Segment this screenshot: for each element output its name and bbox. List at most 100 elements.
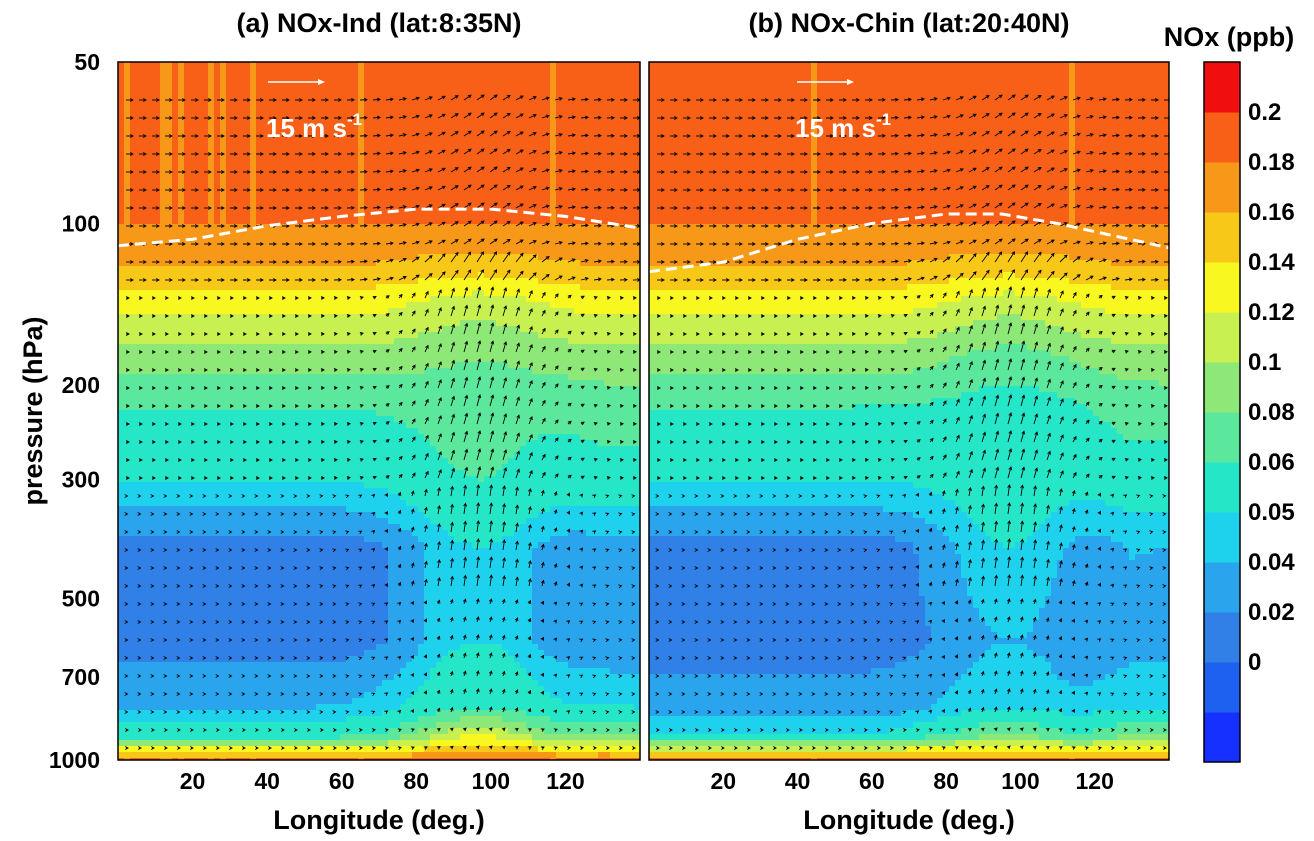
panel-a-contour-cell [586,392,593,399]
panel-a-contour-cell [328,326,335,333]
panel-a-contour-cell [460,338,467,345]
panel-a-contour-cell [436,302,443,309]
panel-a-contour-cell [202,86,209,93]
panel-a-contour-cell [466,374,473,381]
panel-a-contour-cell [430,152,437,159]
panel-a-contour-cell [226,86,233,93]
panel-a-contour-cell [286,74,293,81]
panel-a-contour-cell [496,374,503,381]
panel-a-contour-cell [358,122,365,129]
panel-a-contour-cell [628,368,635,375]
panel-a-contour-cell [154,236,161,243]
panel-a-contour-cell [334,194,341,201]
panel-a-contour-cell [196,158,203,165]
panel-a-contour-cell [274,218,281,225]
panel-a-contour-cell [520,224,527,231]
panel-a-contour-cell [448,116,455,123]
panel-a-contour-cell [286,158,293,165]
panel-a-contour-cell [280,284,287,291]
panel-a-contour-cell [454,80,461,87]
panel-a-contour-cell [160,326,167,333]
panel-a-contour-cell [172,284,179,291]
panel-a-contour-cell [520,104,527,111]
panel-a-contour-cell [568,254,575,261]
panel-a-contour-cell [220,146,227,153]
panel-a-contour-cell [190,374,197,381]
panel-a-contour-cell [592,176,599,183]
panel-a-contour-cell [280,356,287,363]
panel-a-contour-cell [604,386,611,393]
panel-a-contour-cell [382,254,389,261]
panel-a-contour-cell [496,68,503,75]
panel-a-contour-cell [586,356,593,363]
panel-a-contour-cell [322,110,329,117]
panel-a-contour-cell [544,284,551,291]
panel-a-contour-cell [478,362,485,369]
panel-a-contour-cell [508,296,515,303]
panel-a-contour-cell [472,320,479,327]
panel-a-contour-cell [142,356,149,363]
panel-a-contour-cell [424,350,431,357]
panel-a-contour-cell [376,338,383,345]
panel-a-contour-cell [586,68,593,75]
panel-a-contour-cell [394,68,401,75]
panel-a-contour-cell [334,140,341,147]
panel-a-contour-cell [358,230,365,237]
panel-a-contour-cell [394,212,401,219]
panel-a-contour-cell [178,404,185,411]
panel-a-contour-cell [226,236,233,243]
panel-a-contour-cell [352,140,359,147]
panel-a-contour-cell [124,308,131,315]
panel-a-contour-cell [340,104,347,111]
panel-a-contour-cell [532,110,539,117]
panel-a-contour-cell [190,170,197,177]
panel-a-contour-cell [130,86,137,93]
panel-a-contour-cell [298,68,305,75]
panel-a-contour-cell [298,80,305,87]
panel-a-contour-cell [172,98,179,105]
panel-a-contour-cell [136,62,143,69]
panel-a-contour-cell [502,68,509,75]
panel-a-contour-cell [352,146,359,153]
panel-a-contour-cell [340,230,347,237]
panel-a-contour-cell [118,368,125,375]
panel-a-contour-cell [412,236,419,243]
panel-a-contour-cell [430,80,437,87]
panel-a-contour-cell [508,392,515,399]
panel-a-contour-cell [250,170,257,177]
panel-a-contour-cell [130,62,137,69]
panel-a-contour-cell [322,230,329,237]
panel-a-contour-cell [598,350,605,357]
panel-a-contour-cell [628,350,635,357]
panel-a-contour-cell [568,386,575,393]
panel-a-contour-cell [610,368,617,375]
panel-a-contour-cell [460,350,467,357]
panel-a-contour-cell [154,356,161,363]
panel-a-contour-cell [130,344,137,351]
panel-a-contour-cell [298,92,305,99]
panel-a-contour-cell [586,164,593,171]
panel-a-contour-cell [238,356,245,363]
panel-a-contour-cell [520,182,527,189]
panel-a-contour-cell [130,302,137,309]
panel-a-contour-cell [220,374,227,381]
panel-a-contour-cell [556,272,563,279]
panel-a-contour-cell [142,374,149,381]
panel-a-contour-cell [430,122,437,129]
panel-a-contour-cell [610,236,617,243]
panel-a-contour-cell [238,68,245,75]
panel-a-contour-cell [244,308,251,315]
panel-a-contour-cell [364,212,371,219]
panel-a-contour-cell [526,230,533,237]
panel-a-contour-cell [202,122,209,129]
panel-a-contour-cell [586,236,593,243]
panel-a-contour-cell [370,392,377,399]
panel-a-contour-cell [238,296,245,303]
panel-a-contour-cell [616,134,623,141]
panel-a-contour-cell [484,248,491,255]
panel-a-contour-cell [286,242,293,249]
panel-a-contour-cell [178,266,185,273]
panel-a-contour-cell [346,92,353,99]
panel-a-contour-cell [238,368,245,375]
panel-a-contour-cell [190,278,197,285]
